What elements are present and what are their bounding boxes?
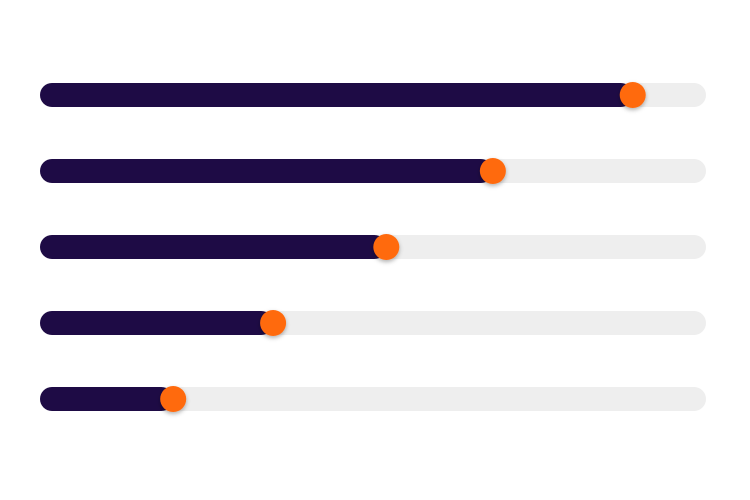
slider-thumb[interactable] xyxy=(260,310,287,336)
slider-thumb[interactable] xyxy=(160,386,187,412)
slider-thumb[interactable] xyxy=(479,158,506,184)
slider-fill xyxy=(40,83,633,107)
slider-fill xyxy=(40,235,387,259)
slider-fill xyxy=(40,387,174,411)
slider-fill xyxy=(40,311,274,335)
slider-track[interactable] xyxy=(40,387,706,411)
slider-thumb[interactable] xyxy=(619,82,646,108)
slider-fill xyxy=(40,159,493,183)
slider-thumb[interactable] xyxy=(373,234,400,260)
